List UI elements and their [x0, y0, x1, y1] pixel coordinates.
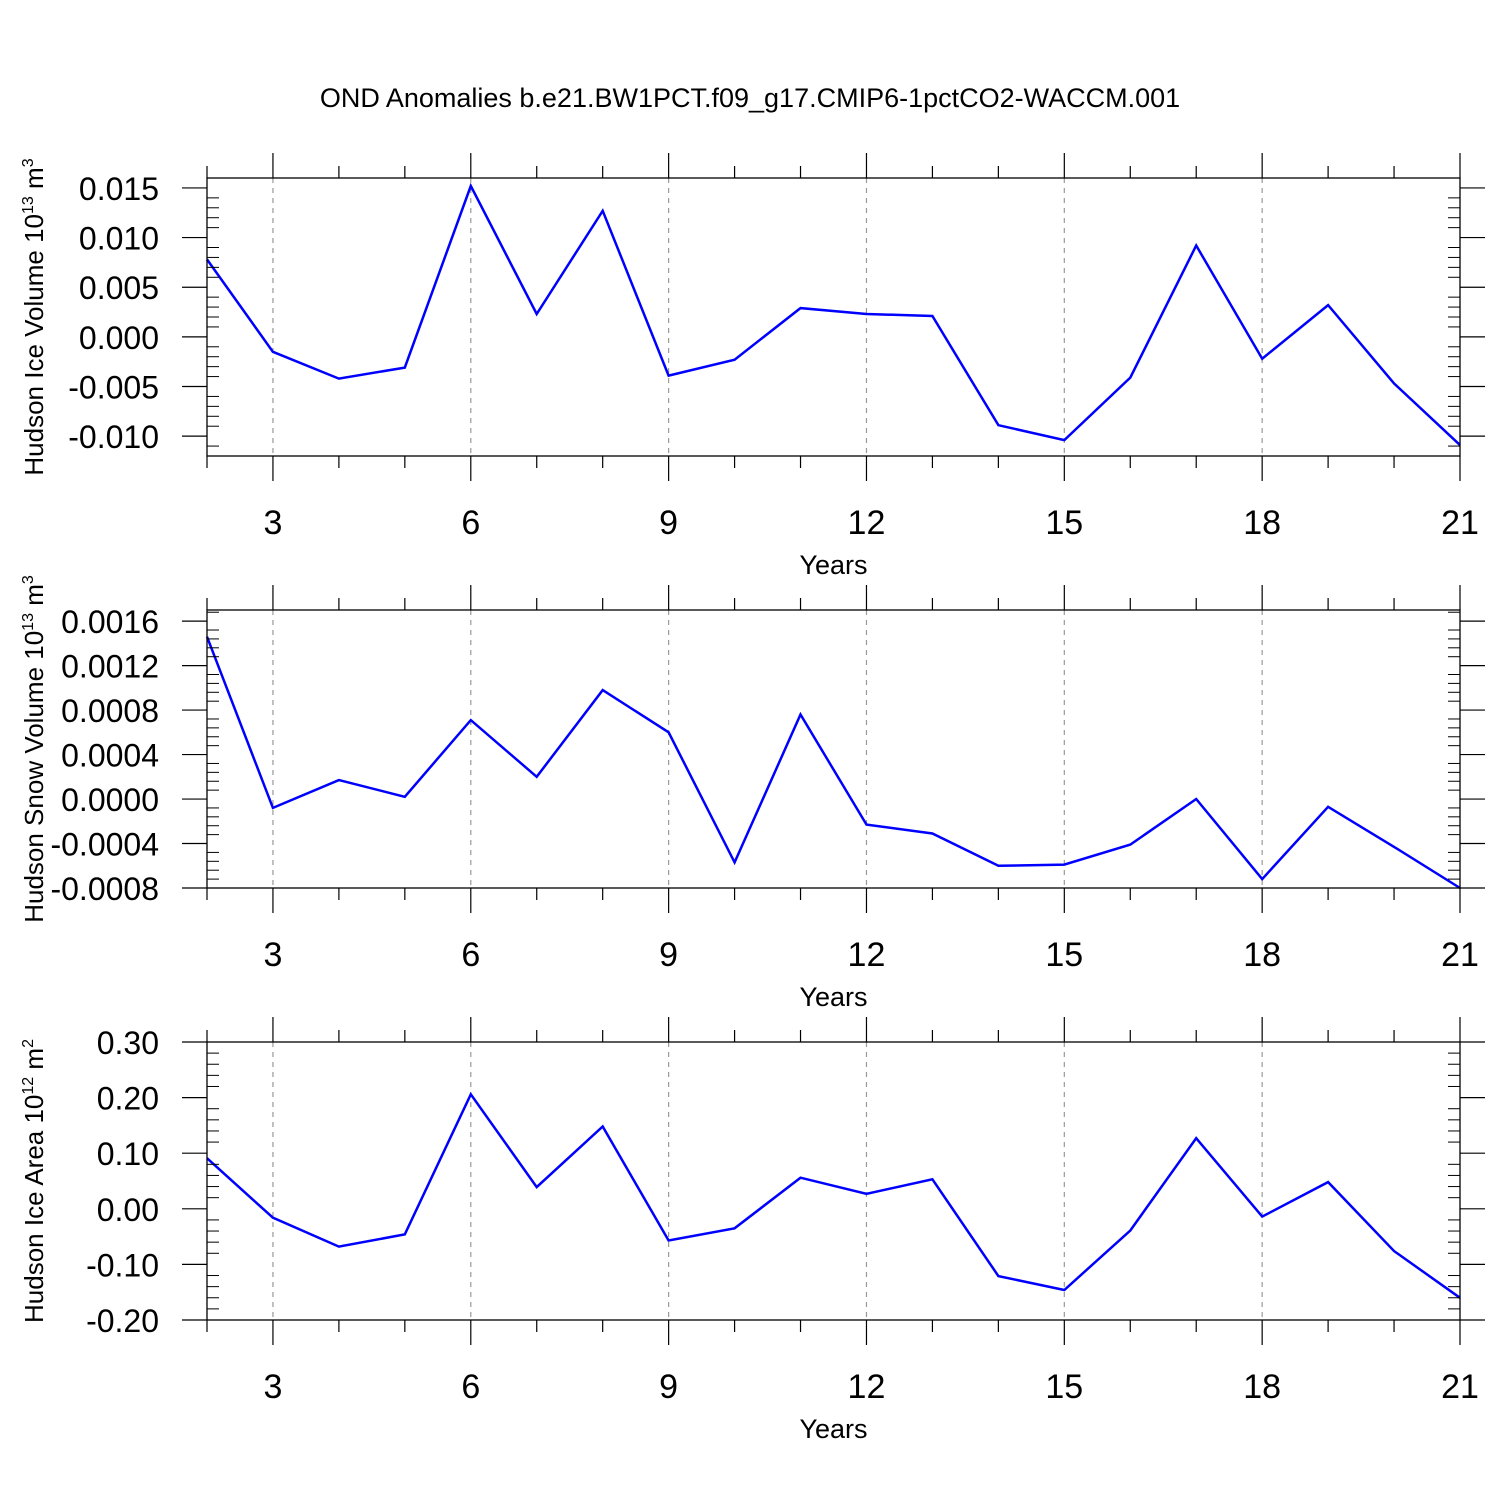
x-tick-label: 6 [461, 504, 480, 542]
x-tick-label: 9 [659, 504, 678, 542]
y-tick-label: 0.000 [79, 320, 159, 356]
series-line [205, 182, 1461, 447]
y-axis-label-text: m [19, 1048, 49, 1077]
y-tick-label: -0.20 [86, 1303, 159, 1339]
x-tick-label: 9 [659, 936, 678, 974]
y-tick-label: -0.0008 [50, 871, 159, 907]
x-tick-label: 6 [461, 1368, 480, 1406]
series-line [205, 636, 1461, 890]
y-tick-label: -0.005 [68, 370, 159, 406]
x-tick-label: 21 [1441, 1368, 1479, 1406]
y-tick-label: 0.005 [79, 270, 159, 306]
x-tick-label: 18 [1243, 504, 1281, 542]
x-tick-label: 18 [1243, 1368, 1281, 1406]
y-axis-label-superscript: 13 [20, 196, 37, 214]
panels: 3 6 9 12 15 18 21 Years -0.010 -0.005 0.000 0.005 0.… [19, 153, 1485, 1444]
y-tick-label: 0.00 [97, 1192, 159, 1228]
x-tick-label: 6 [461, 936, 480, 974]
x-axis-label: Years [799, 550, 867, 580]
y-axis-label-text: Hudson Ice Area 10 [19, 1095, 49, 1323]
y-axis-label: Hudson Ice Area 1012 m2 [19, 1039, 49, 1323]
chart-panel-1: 3 6 9 12 15 18 21 Years -0.010 -0.005 0.000 0.005 0.… [19, 153, 1485, 580]
y-tick-label: -0.010 [68, 419, 159, 455]
y-axis-label-superscript: 2 [20, 1039, 37, 1048]
y-tick-label: 0.0004 [61, 738, 159, 774]
y-axis-label-superscript: 3 [20, 575, 37, 584]
y-axis-label: Hudson Ice Volume 1013 m3 [19, 158, 49, 475]
chart-panel-2: 3 6 9 12 15 18 21 Years -0.0008 -0.0004 0.0000 0.00… [19, 575, 1485, 1012]
y-axis-label-superscript: 12 [20, 1077, 37, 1095]
x-tick-label: 12 [848, 1368, 886, 1406]
x-axis-label: Years [799, 1414, 867, 1444]
x-tick-label: 15 [1045, 504, 1083, 542]
plot-frame [206, 609, 1461, 889]
y-axis-label-superscript: 13 [20, 613, 37, 631]
y-tick-label: 0.10 [97, 1136, 159, 1172]
y-axis-label-text: m [19, 584, 49, 613]
y-tick-label: 0.0016 [61, 604, 159, 640]
x-tick-label: 21 [1441, 936, 1479, 974]
y-axis-label-text: m [19, 167, 49, 196]
y-axis-label-text: Hudson Ice Volume 10 [19, 214, 49, 476]
x-tick-label: 3 [263, 1368, 282, 1406]
x-axis-label: Years [799, 982, 867, 1012]
x-tick-label: 3 [263, 504, 282, 542]
y-tick-label: 0.015 [79, 171, 159, 207]
y-axis-label-superscript: 3 [20, 158, 37, 167]
y-tick-label: 0.30 [97, 1025, 159, 1061]
plot-frame [206, 1041, 1461, 1321]
y-axis-label: Hudson Snow Volume 1013 m3 [19, 575, 49, 923]
x-tick-label: 12 [848, 504, 886, 542]
chart-panel-3: 3 6 9 12 15 18 21 Years -0.20 -0.10 0.00 0.10 0.20 0.… [19, 1017, 1485, 1444]
x-tick-label: 15 [1045, 936, 1083, 974]
x-tick-label: 3 [263, 936, 282, 974]
y-tick-label: 0.20 [97, 1081, 159, 1117]
y-tick-label: 0.0000 [61, 782, 159, 818]
x-tick-label: 15 [1045, 1368, 1083, 1406]
x-tick-label: 9 [659, 1368, 678, 1406]
y-tick-label: 0.0008 [61, 693, 159, 729]
x-tick-label: 12 [848, 936, 886, 974]
y-tick-label: -0.10 [86, 1247, 159, 1283]
y-tick-label: 0.010 [79, 221, 159, 257]
y-axis-label-text: Hudson Snow Volume 10 [19, 631, 49, 923]
series-line [206, 1091, 1461, 1299]
x-tick-label: 21 [1441, 504, 1479, 542]
x-tick-label: 18 [1243, 936, 1281, 974]
y-tick-label: 0.0012 [61, 649, 159, 685]
y-tick-label: -0.0004 [50, 827, 159, 863]
figure-title: OND Anomalies b.e21.BW1PCT.f09_g17.CMIP6… [320, 83, 1180, 113]
